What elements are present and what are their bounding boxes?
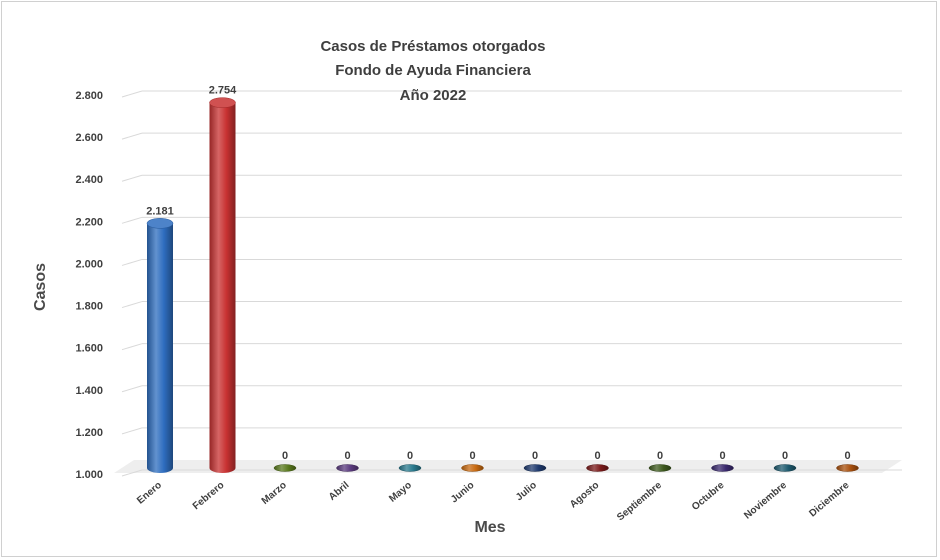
y-tick-label: 2.600 [75, 132, 103, 144]
gridline-depth [121, 469, 143, 477]
x-tick-label: Agosto [568, 480, 601, 511]
gridline-depth [121, 301, 143, 309]
x-axis-label: Mes [474, 519, 505, 536]
y-tick-label: 1.800 [75, 301, 103, 313]
y-tick-label: 2.400 [75, 174, 103, 186]
data-label: 0 [469, 450, 475, 462]
x-tick-label: Febrero [191, 480, 227, 512]
x-tick-label: Junio [449, 480, 477, 506]
bars [146, 97, 859, 474]
gridline-depth [121, 174, 143, 182]
y-tick-label: 2.000 [75, 258, 103, 270]
x-tick-label: Marzo [260, 480, 289, 507]
x-tick-label: Abril [327, 480, 352, 503]
bar-junio [461, 464, 484, 472]
bar-zero-disc [273, 464, 297, 472]
gridline-depth [121, 216, 143, 224]
x-tick-label: Diciembre [807, 480, 851, 520]
data-label: 0 [657, 450, 663, 462]
y-tick-label: 1.400 [75, 385, 103, 397]
y-axis-ticks: 1.000 1.200 1.400 1.600 1.800 2.000 2.200 2.400… [75, 90, 103, 481]
bar-noviembre [773, 464, 797, 472]
bar-enero [146, 218, 174, 473]
data-label: 0 [282, 450, 288, 462]
data-label: 0 [844, 450, 850, 462]
bar-abril [336, 464, 359, 472]
x-tick-label: Septiembre [615, 480, 664, 524]
bar-zero-disc [836, 464, 859, 472]
bar-septiembre [648, 464, 672, 472]
bar-zero-disc [461, 464, 484, 472]
bar-body [147, 223, 173, 473]
bar-zero-disc [398, 464, 422, 472]
data-label: 0 [532, 450, 538, 462]
y-tick-label: 2.800 [75, 90, 103, 102]
bar-cap [146, 218, 174, 229]
bar-zero-disc [523, 464, 547, 472]
data-labels: 2.181 2.754 0 0 0 0 0 0 0 0 0 0 [146, 85, 850, 462]
x-tick-label: Noviembre [742, 480, 789, 522]
bar-marzo [273, 464, 297, 472]
bar-febrero [209, 97, 236, 474]
bar-zero-disc [586, 464, 609, 472]
data-label: 0 [782, 450, 788, 462]
bar-zero-disc [336, 464, 359, 472]
gridline-depth [121, 132, 143, 140]
bar-zero-disc [711, 464, 734, 472]
x-tick-label: Enero [135, 480, 164, 507]
x-tick-label: Mayo [387, 480, 414, 505]
data-label: 2.754 [209, 85, 237, 97]
y-tick-label: 1.600 [75, 343, 103, 355]
chart-title-line-1: Casos de Préstamos otorgados [320, 38, 545, 55]
chart-title-line-3: Año 2022 [400, 87, 467, 104]
y-tick-label: 2.200 [75, 216, 103, 228]
gridline-depth [121, 343, 143, 351]
gridline-depth [121, 90, 143, 98]
bar-zero-disc [773, 464, 797, 472]
data-label: 0 [719, 450, 725, 462]
bar-body [209, 102, 236, 474]
gridline-depth [121, 385, 143, 393]
y-tick-label: 1.000 [75, 469, 103, 481]
data-label: 0 [407, 450, 413, 462]
bar-mayo [398, 464, 422, 472]
data-label: 0 [344, 450, 350, 462]
gridline-depth [121, 427, 143, 435]
bar-octubre [711, 464, 734, 472]
x-tick-label: Julio [514, 480, 539, 503]
chart-title-line-2: Fondo de Ayuda Financiera [335, 62, 531, 79]
x-axis-ticks: Enero Febrero Marzo Abril Mayo Junio Julio Agos… [135, 480, 852, 524]
x-tick-label: Octubre [690, 480, 727, 513]
bar-diciembre [836, 464, 859, 472]
y-tick-label: 1.200 [75, 427, 103, 439]
gridlines [121, 90, 902, 477]
data-label: 2.181 [146, 205, 174, 217]
data-label: 0 [594, 450, 600, 462]
bar-agosto [586, 464, 609, 472]
gridline-depth [121, 258, 143, 266]
bar-cap [209, 97, 236, 108]
bar-zero-disc [648, 464, 672, 472]
bar-julio [523, 464, 547, 472]
y-axis-label: Casos [32, 263, 49, 311]
